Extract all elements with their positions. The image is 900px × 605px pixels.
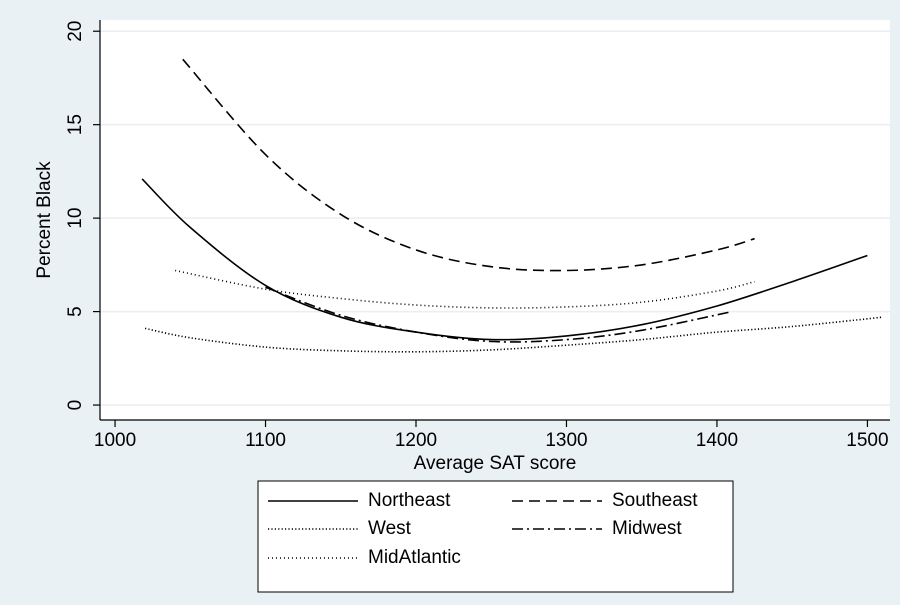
- x-tick-label: 1500: [846, 430, 888, 451]
- series-line-midwest: [265, 286, 733, 343]
- legend-label-southeast: Southeast: [612, 490, 698, 511]
- y-tick-label: 20: [65, 21, 86, 42]
- axes: 0 5 10 15 20 1000 1100 1200 1300 1400 1500: [65, 20, 890, 451]
- plot-area: [100, 20, 890, 420]
- series-line-northeast: [141, 178, 868, 341]
- x-tick-label: 1400: [696, 430, 738, 451]
- y-tick-label: 5: [65, 306, 86, 317]
- x-tick-label: 1300: [545, 430, 587, 451]
- x-tick-label: 1200: [395, 430, 437, 451]
- legend-label-midwest: Midwest: [612, 518, 682, 539]
- y-tick-label: 15: [65, 114, 86, 135]
- series-layer: [141, 58, 883, 353]
- y-tick-label: 0: [65, 400, 86, 411]
- x-tick-label: 1000: [94, 430, 136, 451]
- legend-label-northeast: Northeast: [368, 490, 451, 511]
- gridlines: [100, 30, 890, 406]
- legend-label-midatlantic: MidAtlantic: [368, 547, 461, 568]
- series-line-southeast: [182, 58, 755, 272]
- legend: Northeast Southeast West Midwest MidAtlantic: [268, 490, 698, 568]
- y-axis-title: Percent Black: [34, 161, 55, 279]
- x-tick-label: 1100: [245, 430, 286, 451]
- y-tick-label: 10: [65, 208, 86, 229]
- x-axis-title: Average SAT score: [414, 453, 577, 474]
- legend-box: [257, 480, 734, 593]
- series-line-midatlantic: [175, 269, 755, 309]
- series-line-west: [144, 316, 883, 353]
- legend-label-west: West: [368, 518, 412, 539]
